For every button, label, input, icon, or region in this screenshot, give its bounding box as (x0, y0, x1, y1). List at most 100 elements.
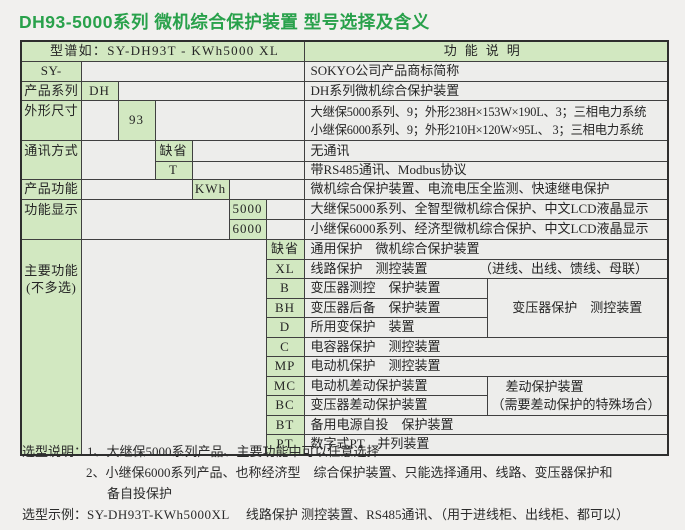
table-row-size: 外形尺寸 93 大继保5000系列、9；外形238H×153W×190L、3；三… (20, 100, 669, 141)
display-5000-empty-cell (265, 199, 305, 220)
size-label: 外形尺寸 (20, 100, 82, 141)
main-desc-pt: 数字式PT 并列装置 (303, 434, 669, 455)
display-5000-desc: 大继保5000系列、全智型微机综合保护、中文LCD液晶显示 (303, 199, 669, 220)
display-empty-cell (80, 199, 230, 240)
table-row-display-5000: 功能显示 5000 大继保5000系列、全智型微机综合保护、中文LCD液晶显示 (20, 199, 669, 240)
differential-group-line2: （需要差动保护的特殊场合） (491, 396, 661, 412)
size-desc: 大继保5000系列、9；外形238H×153W×190L、3；三相电力系统 小继… (303, 100, 669, 141)
function-empty-cell (228, 179, 305, 200)
main-desc-mc: 电动机差动保护装置 (303, 375, 488, 396)
size-code: 93 (117, 100, 156, 141)
main-functions-label: 主要功能 (不多选) (20, 239, 82, 455)
size-desc-line1: 大继保5000系列、9；外形238H×153W×190L、3；三相电力系统 (310, 104, 647, 119)
main-desc-bc: 变压器差动保护装置 (303, 395, 488, 416)
main-functions-label-line2: (不多选) (26, 280, 77, 295)
example-model-desc: 线路保护 测控装置、RS485通讯、（用于进线柜、出线柜、都可以） (245, 507, 630, 522)
table-row-main-default: 主要功能 (不多选) 缺省 通用保护 微机综合保护装置 (20, 239, 669, 455)
table-row-brand: SY- SOKYO公司产品商标简称 (20, 61, 669, 82)
main-code-d: D (265, 317, 305, 338)
main-code-mc: MC (265, 375, 305, 396)
main-desc-xl-text: 线路保护 测控装置 (310, 260, 428, 276)
size-desc-line2: 小继保6000系列、9；外形210H×120W×95L、 3；三相电力系统 (310, 122, 644, 137)
main-desc-mp: 电动机保护 测控装置 (303, 356, 669, 377)
main-code-xl: XL (265, 258, 305, 279)
series-empty-cell (117, 81, 305, 101)
main-desc-bh: 变压器后备 保护装置 (303, 297, 488, 318)
comm-default-desc: 无通讯 (303, 140, 669, 162)
function-desc: 微机综合保护装置、电流电压全监测、快速继电保护 (303, 179, 669, 200)
main-desc-default: 通用保护 微机综合保护装置 (303, 239, 669, 260)
table-row-display-6000: 6000 小继保6000系列、经济型微机综合保护、中文LCD液晶显示 (21, 219, 669, 240)
display-6000-desc: 小继保6000系列、经济型微机综合保护、中文LCD液晶显示 (303, 219, 669, 240)
selection-note-spacer (22, 483, 86, 504)
function-empty-cell (80, 179, 193, 200)
comm-empty-cell (80, 140, 156, 180)
series-label: 产品系列 (20, 81, 82, 101)
selection-note-line2: 2、小继保6000系列产品、也称经济型 综合保护装置、只能选择通用、线路、变压器… (22, 462, 682, 483)
example-note-line: 选型示例： SY-DH93T-KWh5000XL 线路保护 测控装置、RS485… (22, 504, 682, 525)
main-code-pt: PT (265, 434, 305, 455)
table-row-main-bt: BT 备用电源自投 保护装置 (21, 414, 669, 435)
main-code-b: B (265, 278, 305, 299)
display-label: 功能显示 (20, 199, 82, 240)
comm-t-empty-cell (191, 161, 305, 180)
main-code-default: 缺省 (265, 239, 305, 260)
example-model-code: SY-DH93T-KWh5000XL (87, 507, 230, 522)
main-desc-d: 所用变保护 装置 (303, 317, 488, 338)
differential-group-cell: 差动保护装置 （需要差动保护的特殊场合） (486, 375, 669, 416)
main-desc-xl-note: （进线、出线、馈线、母联） (479, 260, 649, 276)
main-desc-c: 电容器保护 测控装置 (303, 336, 669, 357)
function-code: KWh (191, 179, 230, 200)
display-6000-code: 6000 (228, 219, 267, 240)
main-desc-xl: 线路保护 测控装置 （进线、出线、馈线、母联） (303, 258, 669, 279)
comm-default-empty-cell (191, 140, 305, 162)
main-desc-bt: 备用电源自投 保护装置 (303, 414, 669, 435)
table-row-header: 型谱如：SY-DH93T - KWh5000 XL 功能说明 (20, 40, 669, 62)
selection-note-line1: 选型说明： 1、大继保5000系列产品、主要功能中可以任意选择 (22, 441, 682, 462)
model-selection-table: 型谱如：SY-DH93T - KWh5000 XL 功能说明 SY- SOKYO… (20, 40, 670, 456)
differential-group-line1: 差动保护装置 (505, 378, 584, 394)
function-desc-header: 功能说明 (303, 40, 669, 62)
selection-note-label: 选型说明： (22, 444, 88, 459)
series-code: DH (80, 81, 119, 101)
comm-t-code: T (154, 161, 193, 180)
selection-note-2: 2、小继保6000系列产品、也称经济型 综合保护装置、只能选择通用、线路、变压器… (86, 465, 613, 480)
table-row-main-c: C 电容器保护 测控装置 (21, 336, 669, 357)
main-code-bc: BC (265, 395, 305, 416)
main-code-c: C (265, 336, 305, 357)
table-row-main-mc: MC 电动机差动保护装置 差动保护装置 （需要差动保护的特殊场合） (21, 375, 669, 416)
selection-note-2b: 备自投保护 (107, 486, 173, 501)
table-row-function: 产品功能 KWh 微机综合保护装置、电流电压全监测、快速继电保护 (20, 179, 669, 200)
transformer-group-cell: 变压器保护 测控装置 (486, 278, 669, 338)
main-functions-empty-cell (80, 239, 267, 455)
display-6000-empty-cell (265, 219, 305, 240)
table-row-comm-default: 通讯方式 缺省 无通讯 (20, 140, 669, 180)
page-title: DH93-5000系列 微机综合保护装置 型号选择及含义 (19, 12, 430, 32)
selection-note-line3: 备自投保护 (22, 483, 682, 504)
table-row-main-pt: PT 数字式PT 并列装置 (21, 434, 669, 455)
table-row-main-d: D 所用变保护 装置 (21, 317, 668, 338)
brand-label: SY- (20, 61, 82, 82)
example-note-label: 选型示例： (22, 507, 88, 522)
table-row-main-bc: BC 变压器差动保护装置 (21, 395, 668, 416)
selection-note-spacer (22, 462, 86, 483)
table-row-comm-t: T 带RS485通讯、Modbus协议 (21, 161, 669, 180)
brand-desc: SOKYO公司产品商标简称 (303, 61, 669, 82)
brand-empty-cell (80, 61, 305, 82)
comm-default-code: 缺省 (154, 140, 193, 162)
main-desc-b: 变压器测控 保护装置 (303, 278, 488, 299)
table-row-series: 产品系列 DH DH系列微机综合保护装置 (20, 81, 669, 101)
comm-t-desc: 带RS485通讯、Modbus协议 (303, 161, 669, 180)
size-empty-cell (154, 100, 305, 141)
model-spectrum-header: 型谱如：SY-DH93T - KWh5000 XL (20, 40, 305, 62)
main-code-bh: BH (265, 297, 305, 318)
main-functions-label-line1: 主要功能 (24, 263, 79, 278)
function-label: 产品功能 (20, 179, 82, 200)
comm-label: 通讯方式 (20, 140, 82, 180)
main-code-bt: BT (265, 414, 305, 435)
footnotes: 选型说明： 1、大继保5000系列产品、主要功能中可以任意选择 2、小继保600… (22, 441, 682, 525)
table-row-main-b: B 变压器测控 保护装置 变压器保护 测控装置 (21, 278, 669, 338)
table-row-main-xl: XL 线路保护 测控装置 （进线、出线、馈线、母联） (21, 258, 669, 279)
selection-note-1: 1、大继保5000系列产品、主要功能中可以任意选择 (87, 444, 380, 459)
